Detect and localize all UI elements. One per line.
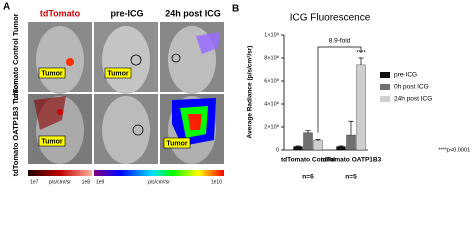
image-grid	[28, 22, 224, 176]
footnote: ****p<0.0001	[438, 147, 470, 153]
group-size: n=6	[302, 174, 314, 181]
colorbar-min: 1e7	[30, 179, 39, 185]
colorbar-unit: p/s/cm²/sr	[148, 179, 170, 185]
bar	[346, 134, 356, 151]
error-bar	[295, 145, 301, 147]
chart-title: ICG Fluorescence	[290, 13, 371, 24]
row-label: tdTomato Control Tumor	[11, 13, 20, 100]
panel-label: B	[232, 4, 239, 15]
x-tick-label: tdTomato Control	[281, 157, 335, 164]
callout: Tumor	[41, 70, 63, 77]
y-tick-label: 4×10⁸	[264, 100, 279, 107]
y-tick-label: 8×10⁸	[264, 54, 279, 61]
bracket-label: 8.9-fold	[329, 38, 351, 45]
column-label: tdTomato	[40, 8, 81, 18]
callout: Tumor	[166, 140, 188, 147]
error-bar	[358, 57, 364, 65]
y-tick-label: 6×10⁸	[264, 77, 279, 84]
bar	[356, 64, 366, 151]
bar	[303, 132, 313, 151]
legend-swatch	[380, 84, 390, 90]
colorbar-max: 1e8	[82, 179, 91, 185]
significance: ****	[356, 51, 366, 57]
column-label: pre-ICG	[110, 8, 143, 18]
y-tick-label: 0	[276, 147, 279, 153]
bracket	[317, 46, 362, 133]
x-tick-label: tdTomato OATP1B3	[321, 157, 382, 164]
y-tick-label: 1×10⁹	[264, 31, 279, 38]
error-bar	[315, 139, 321, 141]
legend-swatch	[380, 72, 390, 78]
group-size: n=5	[345, 174, 357, 181]
row-label: tdTomato OATP1B3 Tumor	[11, 82, 20, 177]
bar	[293, 146, 303, 151]
legend-label: 0h post ICG	[394, 84, 429, 91]
error-bar	[348, 120, 354, 136]
panel-label: A	[3, 2, 10, 13]
legend-swatch	[380, 96, 390, 102]
figure: A tdTomato pre-ICG 24h post ICG Tumor Tu…	[3, 2, 470, 186]
y-tick-label: 2×10⁸	[264, 123, 279, 130]
colorbar-min: 1e9	[96, 179, 105, 185]
legend-label: 24h post ICG	[394, 96, 432, 103]
bar	[336, 146, 346, 151]
callout: Tumor	[41, 138, 63, 145]
colorbar-max: 1e10	[211, 179, 222, 185]
legend-label: pre-ICG	[394, 72, 417, 79]
column-label: 24h post ICG	[165, 8, 221, 18]
error-bar	[305, 130, 311, 133]
callout: Tumor	[107, 70, 129, 77]
error-bar	[338, 145, 344, 147]
bar	[313, 140, 323, 151]
y-axis-label: Average Radiance (p/s/cm²/sr)	[247, 46, 254, 139]
colorbar-unit: p/s/cm²/sr	[49, 179, 71, 185]
